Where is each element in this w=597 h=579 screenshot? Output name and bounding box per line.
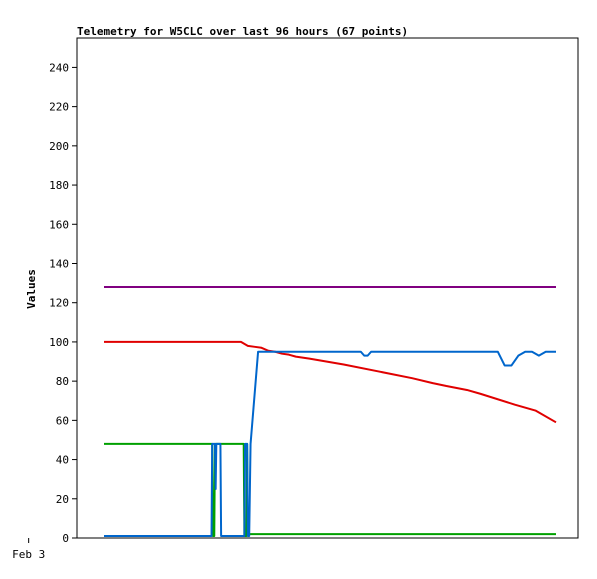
chart-title: Telemetry for W5CLC over last 96 hours (… bbox=[77, 25, 408, 38]
series-group bbox=[104, 286, 557, 538]
y-tick-label: 180 bbox=[49, 179, 69, 192]
y-tick-label: 200 bbox=[49, 140, 69, 153]
y-tick-label: 80 bbox=[56, 375, 69, 388]
y-tick-label: 0 bbox=[62, 532, 69, 545]
y-tick-label: 120 bbox=[49, 297, 69, 310]
y-tick-label: 220 bbox=[49, 101, 69, 114]
y-tick-label: 60 bbox=[56, 414, 69, 427]
y-tick-label: 40 bbox=[56, 454, 69, 467]
y-axis: 0 20 40 60 80 100 120 140 160 180 200 220 240 bbox=[49, 61, 77, 545]
series-line-2 bbox=[104, 340, 557, 424]
y-tick-label: 100 bbox=[49, 336, 69, 349]
x-tick-label: Feb 3 bbox=[12, 548, 45, 561]
y-tick-label: 20 bbox=[56, 493, 69, 506]
y-axis-label: Values bbox=[25, 269, 38, 309]
series-line-4 bbox=[104, 350, 556, 538]
x-axis: Feb 3 bbox=[12, 538, 45, 561]
y-tick-label: 160 bbox=[49, 218, 69, 231]
y-tick-label: 140 bbox=[49, 257, 69, 270]
y-tick-label: 240 bbox=[49, 61, 69, 74]
